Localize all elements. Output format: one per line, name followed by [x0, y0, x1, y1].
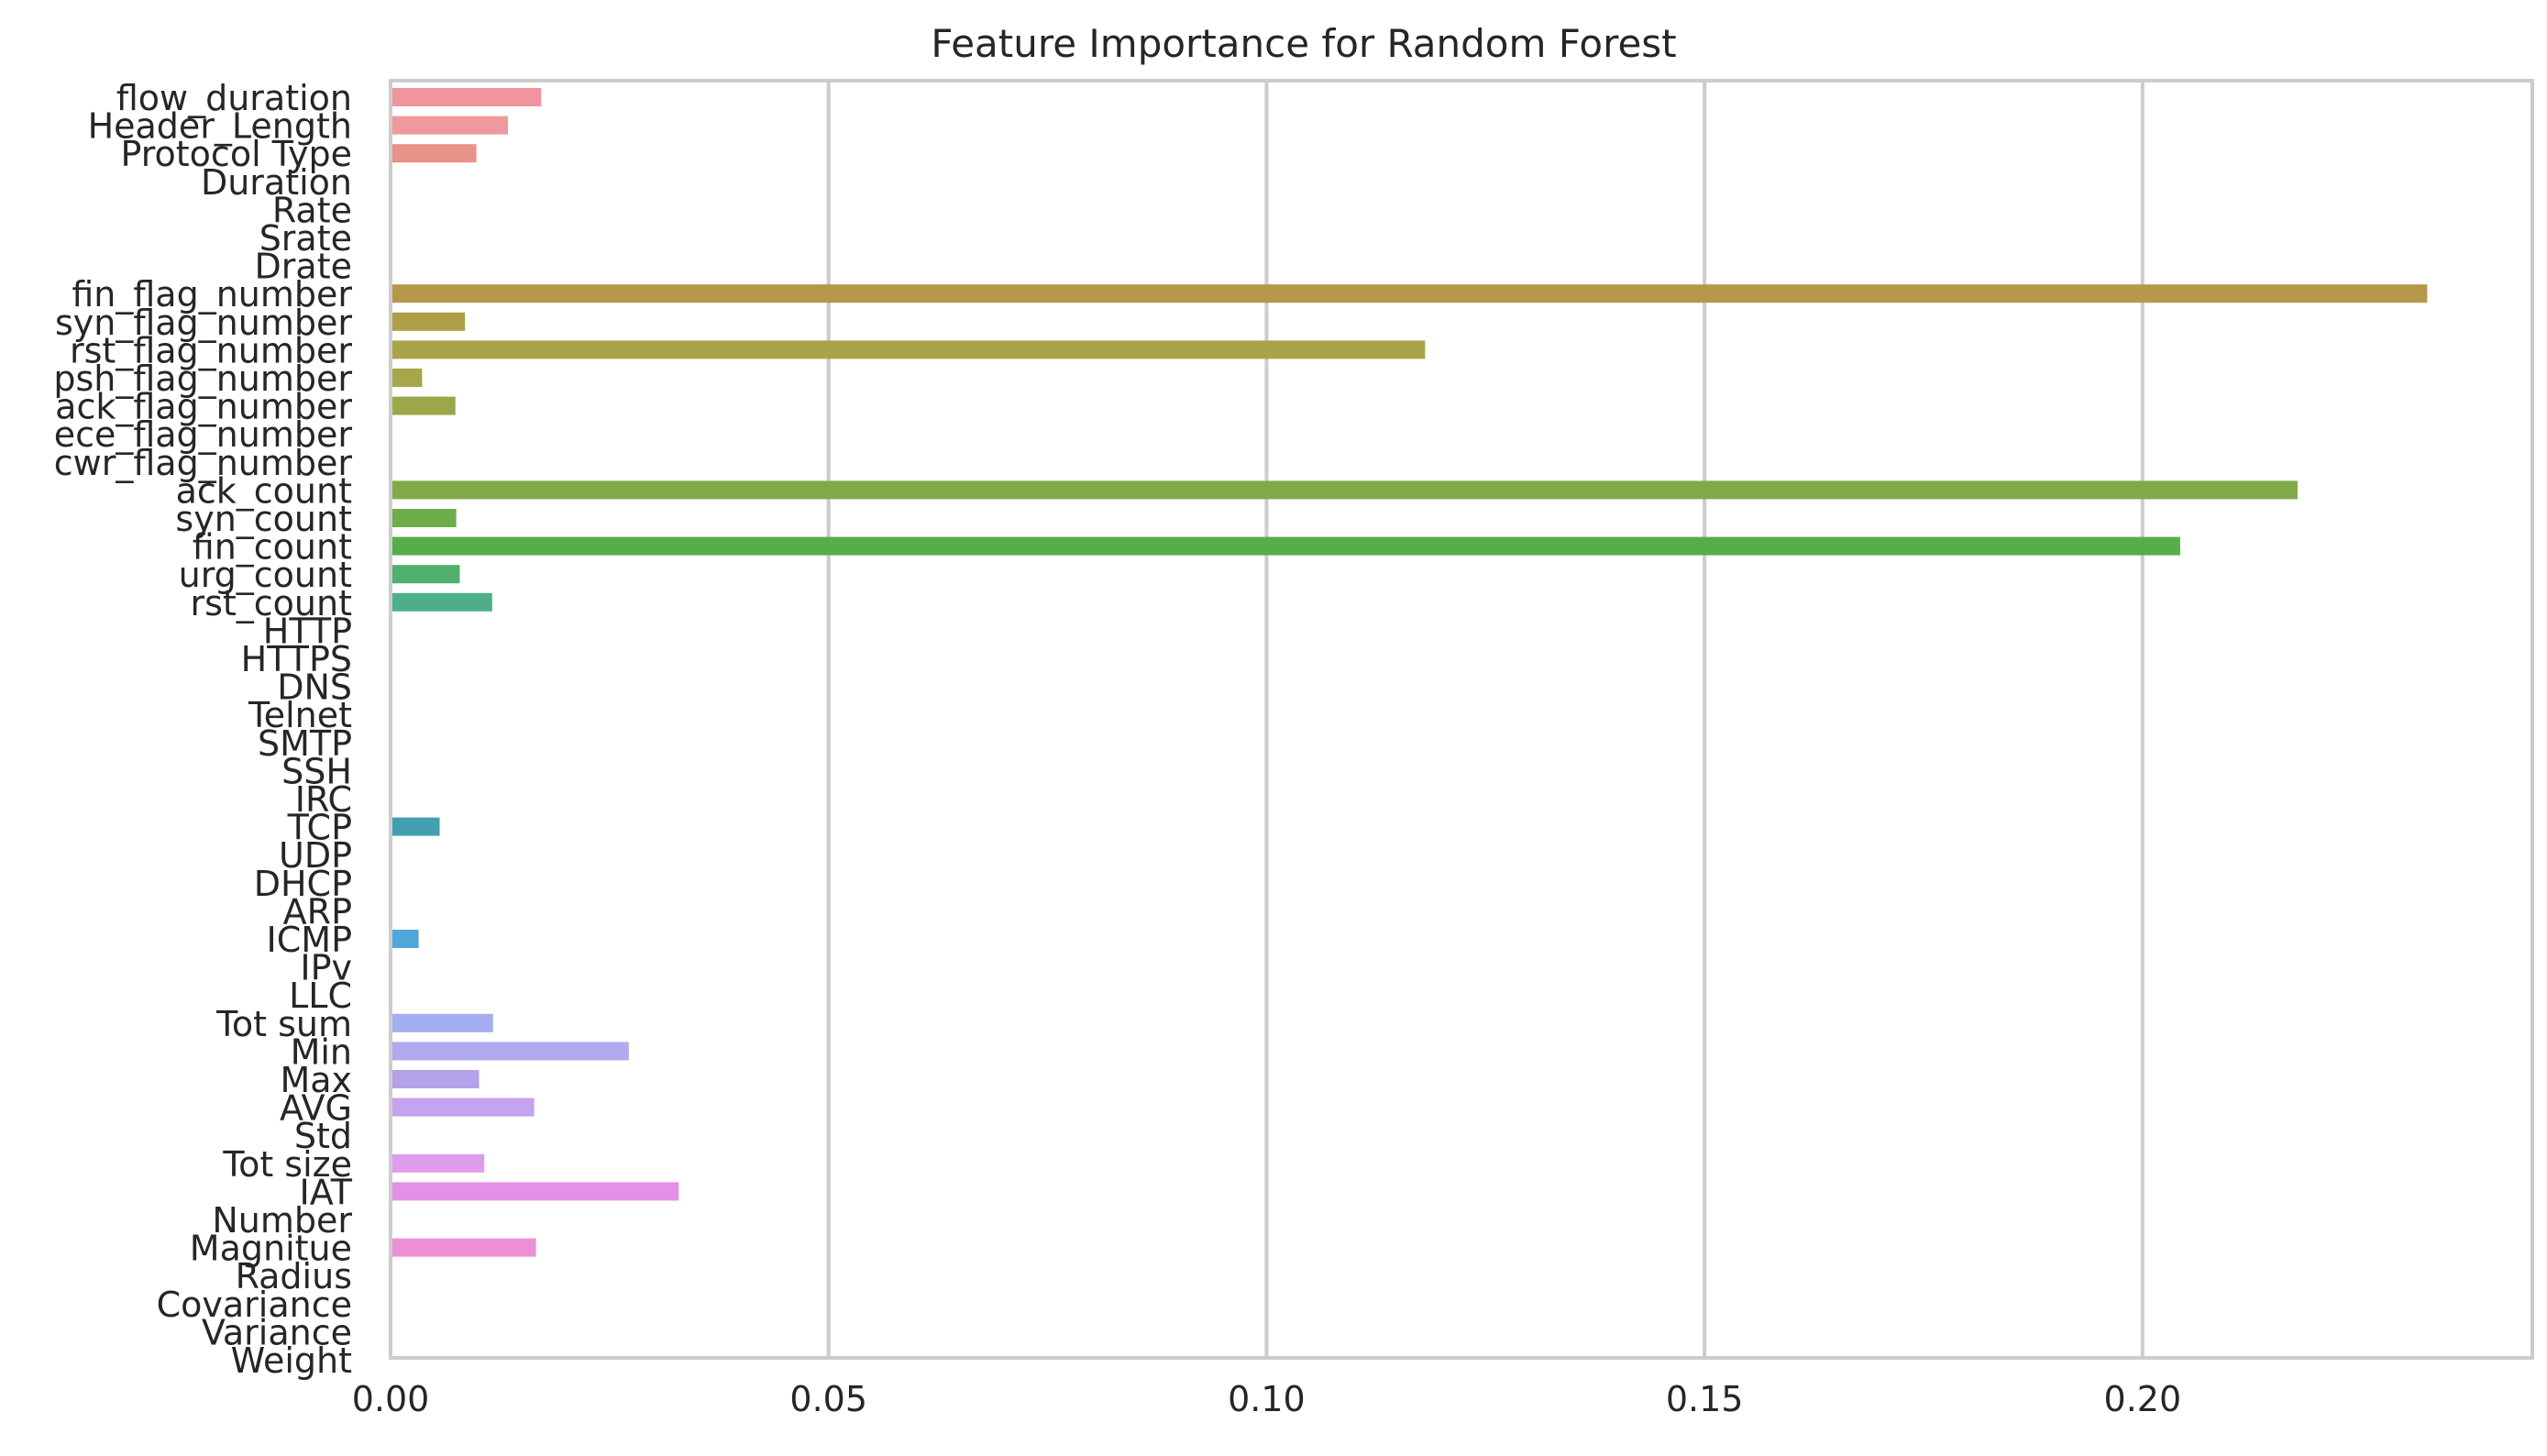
y-tick-label: ICMP	[267, 920, 352, 960]
y-tick-label: urg_count	[179, 555, 352, 595]
y-tick-label: Weight	[231, 1340, 352, 1381]
y-tick-label: Duration	[201, 162, 352, 203]
y-tick-label: IAT	[300, 1172, 353, 1212]
x-tick-label: 0.05	[789, 1379, 867, 1419]
y-tick-label: IPv	[300, 948, 352, 988]
y-tick-label: Drate	[255, 247, 352, 287]
x-tick-labels: 0.00 0.05 0.10 0.15 0.20	[352, 1379, 2181, 1419]
y-tick-label: Protocol Type	[121, 134, 353, 174]
y-tick-label: Tot size	[222, 1144, 352, 1185]
y-tick-label: fin_count	[193, 527, 352, 568]
y-tick-label: ece_flag_number	[54, 414, 353, 455]
bar	[391, 284, 2428, 303]
y-tick-label: Magnitue	[190, 1229, 352, 1269]
y-tick-label: Telnet	[248, 695, 352, 735]
y-tick-label: IRC	[295, 779, 352, 820]
y-tick-label: AVG	[280, 1088, 352, 1129]
y-tick-label: rst_flag_number	[70, 330, 352, 370]
y-tick-label: syn_count	[175, 499, 352, 539]
bar	[391, 116, 509, 135]
x-tick-label: 0.10	[1228, 1379, 1306, 1419]
grid-lines	[826, 81, 2145, 1358]
bar	[391, 480, 2298, 500]
bar	[391, 930, 419, 948]
y-tick-label: rst_count	[190, 583, 352, 623]
bar	[391, 1013, 493, 1032]
x-tick-label: 0.20	[2104, 1379, 2182, 1419]
x-tick-label: 0.00	[352, 1379, 430, 1419]
y-tick-label: DHCP	[254, 864, 352, 904]
y-tick-label: flow_duration	[116, 78, 352, 118]
y-tick-label: syn_flag_number	[55, 303, 352, 343]
bar	[391, 144, 477, 163]
x-tick-label: 0.15	[1666, 1379, 1744, 1419]
y-tick-label: HTTP	[263, 611, 352, 651]
y-tick-label: Max	[280, 1060, 352, 1100]
y-tick-label: LLC	[289, 976, 352, 1016]
y-tick-label: fin_flag_number	[72, 274, 352, 314]
y-tick-label: Variance	[202, 1312, 352, 1352]
bar	[391, 1153, 485, 1173]
y-tick-label: Header_Length	[88, 106, 352, 147]
y-tick-label: cwr_flag_number	[54, 443, 353, 483]
y-tick-label: Covariance	[157, 1285, 352, 1325]
bar	[391, 509, 457, 527]
y-tick-label: Radius	[236, 1256, 352, 1296]
y-tick-label: ARP	[283, 891, 352, 932]
bar	[391, 565, 460, 584]
y-tick-label: ack_flag_number	[55, 387, 352, 427]
y-tick-label: Min	[291, 1031, 352, 1072]
y-tick-label: Srate	[259, 218, 352, 259]
y-tick-label: psh_flag_number	[53, 358, 352, 399]
y-tick-label: TCP	[287, 808, 352, 848]
bar	[391, 592, 492, 612]
bar	[391, 340, 1426, 359]
y-tick-label: Number	[212, 1200, 352, 1241]
y-tick-label: Std	[294, 1116, 352, 1156]
bar	[391, 88, 542, 106]
bar	[391, 817, 440, 836]
bar	[391, 1070, 480, 1088]
y-tick-label: SSH	[281, 751, 352, 791]
bar	[391, 369, 423, 387]
y-tick-label: SMTP	[258, 723, 352, 764]
bar	[391, 396, 456, 415]
plot-frame	[389, 79, 2534, 1360]
bar	[391, 1238, 536, 1257]
bar	[391, 312, 466, 331]
y-tick-label: ack_count	[176, 470, 352, 511]
bars	[391, 88, 2428, 1257]
bar	[391, 1042, 629, 1061]
bar	[391, 1182, 679, 1201]
y-tick-label: Rate	[272, 190, 352, 230]
y-tick-label: DNS	[277, 667, 352, 708]
y-tick-label: HTTPS	[241, 639, 352, 679]
chart-title: Feature Importance for Random Forest	[931, 21, 1676, 66]
bar	[391, 536, 2180, 556]
y-tick-label: UDP	[279, 835, 352, 876]
bar	[391, 1098, 535, 1117]
y-tick-label: Tot sum	[215, 1004, 352, 1044]
